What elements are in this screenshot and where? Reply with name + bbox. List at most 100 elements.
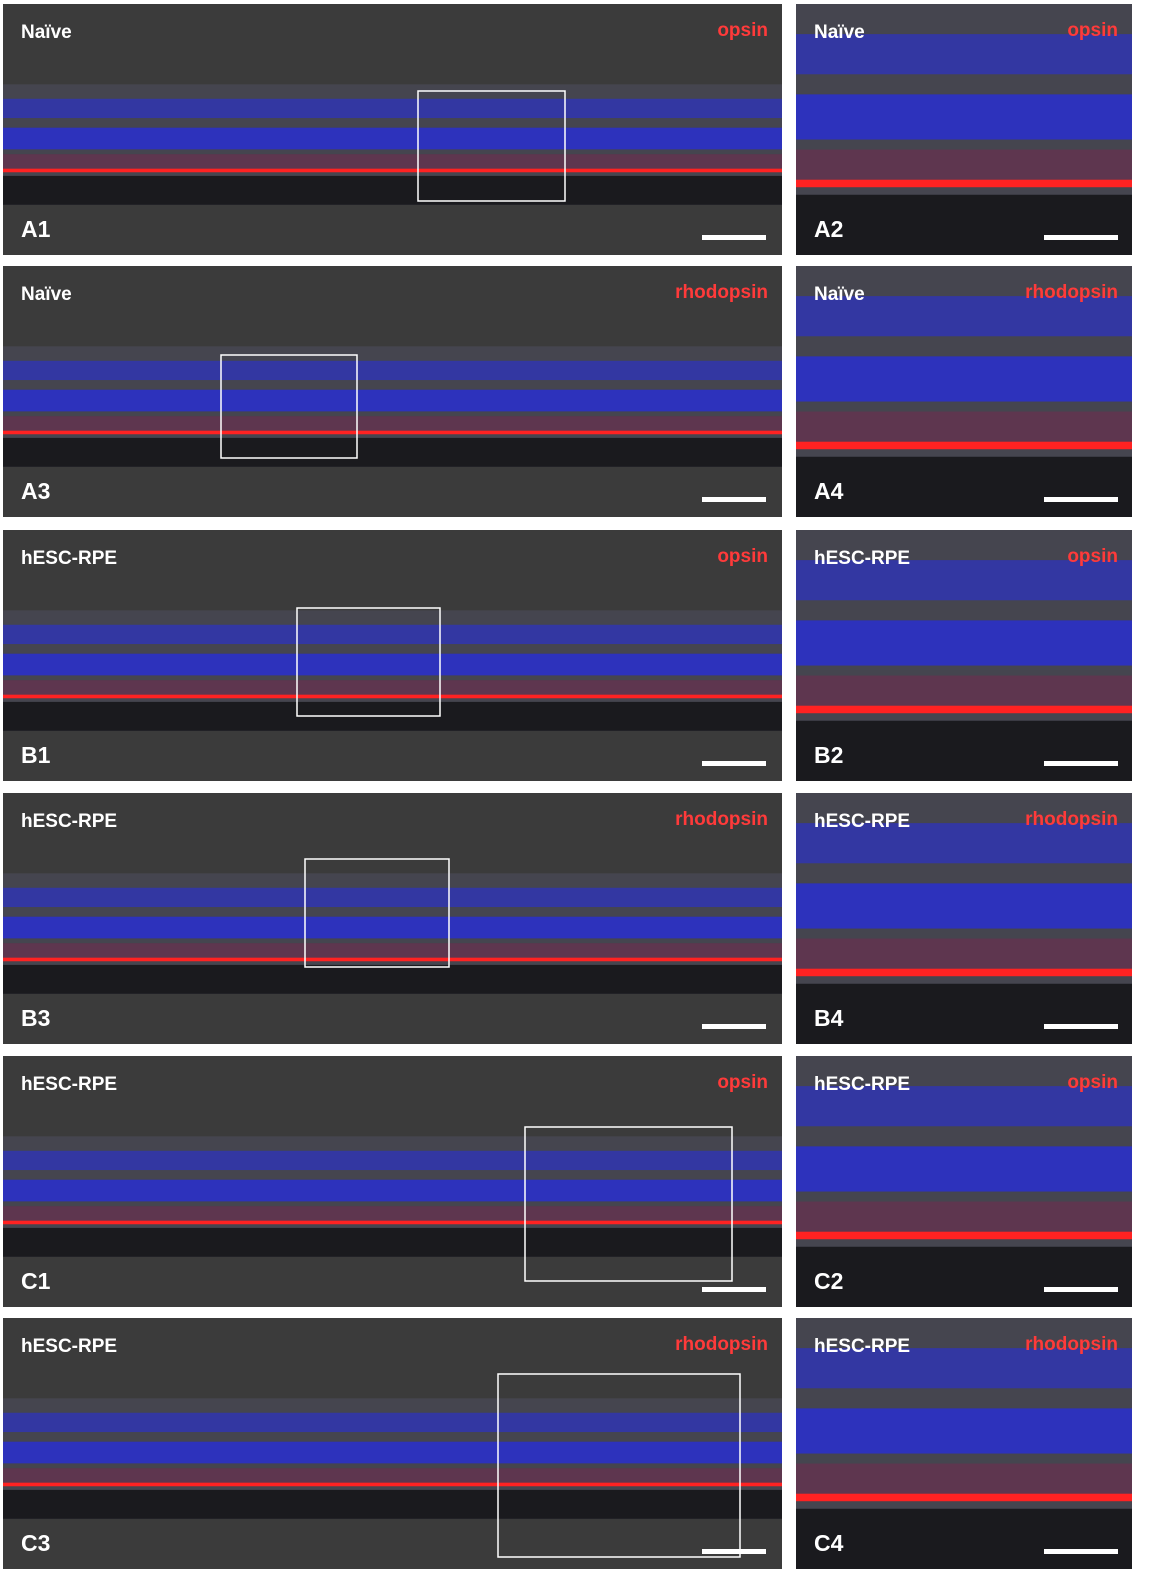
panel-label: A4 (814, 478, 843, 505)
condition-label: hESC-RPE (814, 548, 910, 570)
photoreceptor-signal (3, 1221, 782, 1225)
nuclear-layer (796, 620, 1132, 665)
choroid (3, 176, 782, 205)
stain-label: rhodopsin (1025, 1334, 1118, 1356)
stain-label: opsin (717, 1072, 768, 1094)
stain-label: rhodopsin (675, 282, 768, 304)
condition-label: hESC-RPE (814, 1074, 910, 1096)
photoreceptor-signal (3, 695, 782, 699)
panel-label: A2 (814, 216, 843, 243)
image-panel: hESC-RPE rhodopsin C3 (3, 1318, 782, 1569)
nuclear-layer (3, 1413, 782, 1432)
condition-label: hESC-RPE (21, 1074, 117, 1096)
stain-label: opsin (717, 546, 768, 568)
nuclear-layer (3, 888, 782, 907)
stain-label: rhodopsin (1025, 809, 1118, 831)
image-panel: hESC-RPE opsin B2 (796, 530, 1132, 781)
photoreceptor-signal (796, 442, 1132, 450)
image-panel: hESC-RPE rhodopsin B3 (3, 793, 782, 1044)
nuclear-layer (3, 625, 782, 644)
condition-label: Naïve (814, 284, 865, 306)
scale-bar (1044, 235, 1118, 240)
scale-bar (1044, 1287, 1118, 1292)
outer-segments (3, 680, 782, 694)
scale-bar (702, 497, 766, 502)
photoreceptor-signal (3, 431, 782, 435)
scale-bar (702, 1549, 766, 1554)
choroid (796, 721, 1132, 781)
image-panel: Naïve rhodopsin A4 (796, 266, 1132, 517)
panel-label: A1 (21, 216, 50, 243)
photoreceptor-signal (796, 180, 1132, 188)
scale-bar (1044, 1549, 1118, 1554)
condition-label: hESC-RPE (814, 1336, 910, 1358)
choroid (796, 984, 1132, 1044)
image-panel: hESC-RPE rhodopsin B4 (796, 793, 1132, 1044)
photoreceptor-signal (796, 706, 1132, 714)
panel-label: C4 (814, 1530, 843, 1557)
panel-label: B4 (814, 1005, 843, 1032)
choroid (3, 438, 782, 467)
panel-label: A3 (21, 478, 50, 505)
nuclear-layer (3, 654, 782, 676)
panel-label: B3 (21, 1005, 50, 1032)
micrograph (3, 530, 782, 781)
choroid (3, 1490, 782, 1519)
photoreceptor-signal (796, 1232, 1132, 1240)
micrograph (3, 1318, 782, 1569)
photoreceptor-signal (3, 1483, 782, 1487)
nuclear-layer (3, 390, 782, 412)
outer-segments (796, 412, 1132, 442)
panel-label: B1 (21, 742, 50, 769)
scale-bar (702, 761, 766, 766)
choroid (796, 195, 1132, 255)
nuclear-layer (796, 94, 1132, 139)
outer-segments (3, 416, 782, 430)
image-panel: Naïve rhodopsin A3 (3, 266, 782, 517)
condition-label: Naïve (814, 22, 865, 44)
photoreceptor-signal (796, 1494, 1132, 1502)
choroid (3, 965, 782, 994)
outer-segments (3, 943, 782, 957)
stain-label: rhodopsin (675, 809, 768, 831)
nuclear-layer (3, 1151, 782, 1170)
condition-label: Naïve (21, 284, 72, 306)
image-panel: hESC-RPE opsin C1 (3, 1056, 782, 1307)
nuclear-layer (3, 99, 782, 118)
scale-bar (1044, 1024, 1118, 1029)
stain-label: opsin (1067, 546, 1118, 568)
choroid (796, 1509, 1132, 1569)
scale-bar (702, 1024, 766, 1029)
panel-label: C3 (21, 1530, 50, 1557)
stain-label: rhodopsin (675, 1334, 768, 1356)
image-panel: Naïve opsin A2 (796, 4, 1132, 255)
photoreceptor-signal (3, 169, 782, 173)
stain-label: opsin (1067, 20, 1118, 42)
condition-label: hESC-RPE (21, 811, 117, 833)
panel-label: C1 (21, 1268, 50, 1295)
micrograph (3, 793, 782, 1044)
scale-bar (702, 1287, 766, 1292)
scale-bar (702, 235, 766, 240)
nuclear-layer (3, 1180, 782, 1202)
panel-label: B2 (814, 742, 843, 769)
choroid (796, 457, 1132, 517)
stain-label: opsin (1067, 1072, 1118, 1094)
scale-bar (1044, 497, 1118, 502)
condition-label: hESC-RPE (814, 811, 910, 833)
condition-label: hESC-RPE (21, 1336, 117, 1358)
micrograph (3, 1056, 782, 1307)
nuclear-layer (796, 883, 1132, 928)
outer-segments (3, 154, 782, 168)
nuclear-layer (3, 361, 782, 380)
condition-label: Naïve (21, 22, 72, 44)
nuclear-layer (3, 128, 782, 150)
stain-label: rhodopsin (1025, 282, 1118, 304)
outer-segments (796, 676, 1132, 706)
outer-segments (3, 1468, 782, 1482)
choroid (796, 1247, 1132, 1307)
outer-segments (796, 150, 1132, 180)
